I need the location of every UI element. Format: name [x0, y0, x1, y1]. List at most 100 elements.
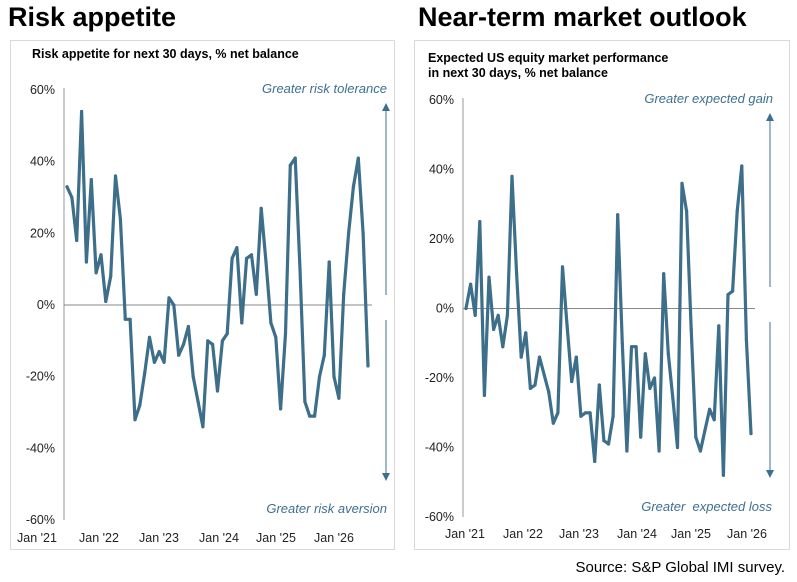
data-point	[201, 425, 205, 429]
data-point	[361, 231, 365, 235]
x-tick-label: Jan '23	[559, 527, 599, 541]
y-tick-label: 20%	[30, 226, 55, 240]
data-point	[181, 342, 186, 346]
data-point	[708, 407, 712, 411]
data-point	[249, 253, 254, 257]
data-point	[138, 403, 142, 407]
risk-appetite-heading: Risk appetite	[8, 2, 177, 32]
data-point	[308, 414, 312, 418]
data-point	[157, 350, 161, 354]
data-point	[515, 272, 519, 276]
y-tick-label: -60%	[425, 510, 454, 524]
data-point	[712, 418, 716, 422]
data-point	[528, 386, 532, 390]
market-outlook-chart-panel: Expected US equity market performance in …	[414, 40, 790, 550]
data-point	[152, 360, 156, 364]
data-point	[274, 335, 278, 339]
data-point	[469, 282, 473, 286]
y-tick-label: 0%	[436, 302, 454, 316]
data-point	[597, 383, 601, 387]
data-point	[487, 275, 491, 279]
data-point	[65, 185, 69, 189]
y-tick-label: 40%	[30, 155, 55, 169]
data-point	[283, 332, 288, 336]
data-point	[322, 353, 326, 357]
y-tick-label: -20%	[425, 371, 454, 385]
data-point	[99, 253, 103, 257]
x-tick-label: Jan '21	[17, 531, 57, 545]
data-point	[510, 174, 514, 178]
up-arrow-icon	[382, 103, 390, 111]
data-point	[744, 338, 748, 342]
data-point	[94, 271, 98, 275]
data-point	[113, 174, 118, 178]
data-point	[551, 421, 555, 425]
data-point	[464, 306, 468, 311]
data-point	[698, 449, 702, 453]
data-point	[717, 324, 721, 328]
up-arrow-icon	[766, 113, 774, 121]
data-point	[143, 371, 147, 375]
down-arrow-icon	[766, 470, 774, 478]
data-point	[147, 335, 152, 339]
data-point	[675, 445, 680, 450]
data-point	[620, 341, 624, 345]
data-point	[634, 345, 638, 349]
data-point	[652, 376, 657, 380]
data-point	[657, 449, 661, 453]
data-point	[703, 428, 707, 432]
data-point	[501, 345, 505, 349]
data-point	[351, 185, 355, 189]
annotation-bottom: Greater expected loss	[641, 499, 772, 514]
data-point	[89, 178, 93, 182]
data-point	[556, 411, 560, 415]
data-point	[721, 473, 725, 477]
data-point	[583, 411, 588, 415]
data-point	[606, 442, 611, 446]
data-point	[196, 400, 200, 404]
data-point	[547, 390, 551, 394]
data-point	[211, 342, 215, 346]
data-point	[749, 432, 753, 436]
data-point	[128, 317, 132, 321]
data-point	[133, 418, 137, 422]
x-tick-label: Jan '21	[445, 527, 485, 541]
data-point	[482, 393, 486, 397]
data-point	[288, 163, 292, 167]
market-outlook-chart: Expected US equity market performancein …	[425, 51, 774, 541]
data-point	[240, 321, 244, 325]
data-point	[533, 383, 537, 387]
data-point	[118, 217, 122, 221]
x-tick-label: Jan '24	[617, 527, 657, 541]
data-point	[245, 256, 249, 260]
data-point	[602, 439, 606, 443]
down-arrow-icon	[382, 473, 390, 481]
risk-appetite-chart: Risk appetite for next 30 days, % net ba…	[17, 47, 390, 545]
data-point	[574, 355, 578, 359]
data-point	[685, 209, 689, 213]
x-tick-label: Jan '23	[139, 531, 179, 545]
series-line	[65, 109, 370, 429]
data-point	[680, 181, 684, 185]
data-point	[666, 352, 670, 356]
data-point	[593, 459, 597, 463]
data-point	[172, 303, 176, 307]
data-point	[611, 414, 615, 418]
y-tick-label: 60%	[429, 93, 454, 107]
x-tick-label: Jan '25	[256, 531, 296, 545]
x-tick-label: Jan '22	[503, 527, 543, 541]
y-tick-label: -20%	[26, 370, 55, 384]
data-point	[332, 375, 336, 379]
data-point	[537, 355, 542, 359]
data-point	[565, 324, 569, 328]
y-tick-label: 20%	[429, 232, 454, 246]
data-point	[191, 375, 195, 379]
data-point	[519, 355, 523, 359]
chart-title: Risk appetite for next 30 days, % net ba…	[32, 47, 299, 61]
data-point	[726, 293, 730, 297]
data-point	[616, 213, 620, 217]
data-point	[186, 324, 190, 329]
data-point	[254, 292, 258, 296]
market-outlook-heading: Near-term market outlook	[418, 2, 747, 32]
data-point	[269, 321, 273, 325]
